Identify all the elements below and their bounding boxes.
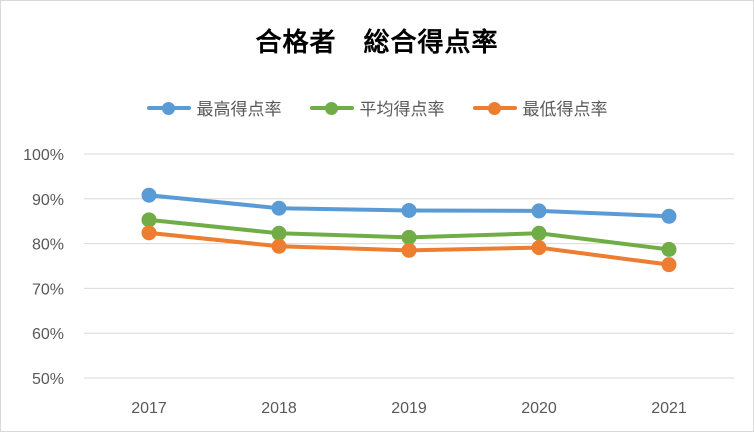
legend-marker-max: [146, 101, 191, 115]
legend-label-max: 最高得点率: [196, 100, 282, 120]
data-point-1-3: [531, 225, 547, 241]
legend-dot-max: [161, 101, 175, 115]
data-point-0-1: [271, 200, 287, 216]
x-tick-label: 2019: [391, 400, 427, 417]
x-tick-label: 2018: [261, 400, 297, 417]
legend-label-avg: 平均得点率: [359, 100, 445, 120]
legend-dot-avg: [324, 101, 338, 115]
x-tick-label: 2017: [131, 400, 167, 417]
y-tick-label: 70%: [32, 281, 64, 298]
legend-label-min: 最低得点率: [522, 100, 608, 120]
legend-item-max: 最高得点率: [146, 95, 282, 120]
legend-marker-min: [472, 101, 517, 115]
data-point-1-1: [271, 225, 287, 241]
data-point-0-3: [531, 203, 547, 219]
data-point-2-2: [401, 242, 417, 258]
y-tick-label: 80%: [32, 237, 64, 254]
y-tick-label: 60%: [32, 326, 64, 343]
data-point-0-0: [141, 187, 157, 203]
data-point-1-2: [401, 229, 417, 245]
data-point-2-4: [661, 257, 677, 273]
legend-marker-avg: [309, 101, 354, 115]
y-tick-label: 50%: [32, 371, 64, 388]
x-tick-label: 2020: [521, 400, 557, 417]
data-point-2-3: [531, 240, 547, 256]
y-tick-label: 100%: [23, 147, 64, 164]
data-point-1-0: [141, 212, 157, 228]
data-point-1-4: [661, 241, 677, 257]
legend-dot-min: [487, 101, 501, 115]
data-point-0-2: [401, 202, 417, 218]
legend: 最高得点率 平均得点率 最低得点率: [0, 95, 754, 120]
legend-item-avg: 平均得点率: [309, 95, 445, 120]
data-point-0-4: [661, 208, 677, 224]
data-point-2-0: [141, 225, 157, 241]
data-point-2-1: [271, 238, 287, 254]
x-tick-label: 2021: [651, 400, 687, 417]
legend-item-min: 最低得点率: [472, 95, 608, 120]
chart-title: 合格者 総合得点率: [255, 28, 499, 58]
y-tick-label: 90%: [32, 192, 64, 209]
